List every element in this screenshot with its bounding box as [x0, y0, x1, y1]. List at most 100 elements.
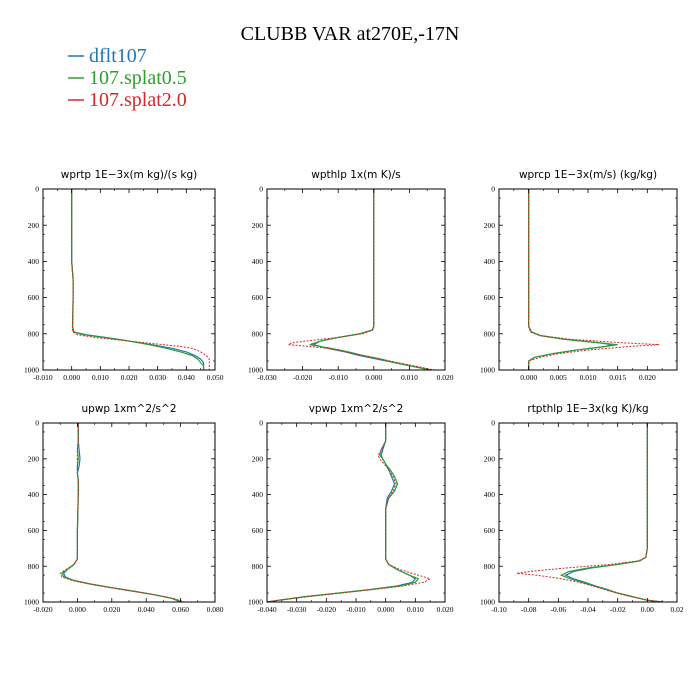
series-line-107.splat0.5: [266, 423, 420, 603]
y-tick-label: 1000: [248, 598, 263, 607]
panel-title: vpwp 1xm^2/s^2: [309, 403, 404, 415]
x-tick-label: 0.000: [69, 605, 86, 614]
y-tick-label: 800: [28, 562, 40, 571]
series-line-107.splat2.0: [528, 189, 660, 370]
plot-frame: [42, 422, 216, 603]
panels: wprtp 1E−3x(m kg)/(s kg) 0 200 400 600 800 100…: [24, 169, 684, 614]
y-tick-label: 800: [252, 562, 264, 571]
panel-2: wprcp 1E−3x(m/s) (kg/kg) 0 200 400 600 800 100…: [480, 169, 678, 382]
y-tick-label: 200: [28, 221, 40, 230]
y-tick-label: 600: [28, 526, 40, 535]
x-tick-label: 0.030: [149, 373, 166, 382]
panel-3: upwp 1xm^2/s^2 0 200 400 600 800 1000-0.020 0.0…: [24, 403, 224, 614]
series-line-107.splat0.5: [61, 423, 183, 603]
series-line-dflt107: [266, 423, 417, 603]
x-tick-label: -0.010: [346, 605, 366, 614]
series-line-dflt107: [62, 423, 181, 603]
x-tick-label: 0.080: [207, 605, 224, 614]
panel-title: wprcp 1E−3x(m/s) (kg/kg): [519, 169, 657, 181]
y-tick-label: 0: [35, 419, 39, 428]
y-tick-label: 400: [484, 490, 496, 499]
series-line-107.splat0.5: [309, 189, 431, 371]
x-tick-label: -0.010: [33, 373, 53, 382]
x-tick-label: 0.00: [641, 605, 654, 614]
legend-label-2: 107.splat2.0: [89, 89, 187, 111]
x-tick-label: 0.010: [401, 373, 418, 382]
panel-title: wpthlp 1x(m K)/s: [311, 169, 401, 181]
x-tick-label: 0.000: [377, 605, 394, 614]
y-tick-label: 400: [252, 257, 264, 266]
y-tick-label: 400: [28, 257, 40, 266]
x-tick-label: 0.020: [121, 373, 138, 382]
x-tick-label: 0.010: [407, 605, 424, 614]
series-line-107.splat2.0: [59, 423, 185, 603]
y-tick-label: 600: [28, 293, 40, 302]
x-tick-label: -0.040: [257, 605, 277, 614]
y-tick-label: 400: [252, 490, 264, 499]
x-tick-label: 0.000: [365, 373, 382, 382]
x-tick-label: -0.020: [317, 605, 337, 614]
series-line-dflt107: [311, 189, 431, 371]
series-line-107.splat2.0: [266, 423, 432, 603]
figure-title: CLUBB VAR at270E,-17N: [241, 23, 460, 45]
plot-frame: [498, 422, 678, 603]
x-tick-label: 0.005: [550, 373, 567, 382]
x-tick-label: 0.040: [178, 373, 195, 382]
panel-4: vpwp 1xm^2/s^2 0 200 400 600 800 1000-0.040 -0.…: [248, 403, 454, 614]
x-tick-label: 0.015: [609, 373, 626, 382]
legend-label-1: 107.splat0.5: [89, 67, 187, 89]
panel-title: upwp 1xm^2/s^2: [82, 403, 177, 415]
panel-title: wprtp 1E−3x(m kg)/(s kg): [61, 169, 198, 181]
series-line-107.splat0.5: [528, 189, 618, 370]
y-tick-label: 200: [252, 454, 264, 463]
plot-frame: [42, 188, 216, 371]
y-tick-label: 0: [491, 185, 495, 194]
x-tick-label: 0.010: [580, 373, 597, 382]
x-tick-label: 0.02: [670, 605, 683, 614]
x-tick-label: -0.04: [580, 605, 596, 614]
y-tick-label: 0: [35, 185, 39, 194]
y-tick-label: 600: [484, 293, 496, 302]
y-tick-label: 1000: [24, 366, 39, 375]
y-tick-label: 1000: [480, 598, 495, 607]
x-tick-label: -0.02: [610, 605, 626, 614]
x-tick-label: 0.020: [103, 605, 120, 614]
y-tick-label: 400: [484, 257, 496, 266]
x-tick-label: 0.020: [437, 605, 454, 614]
x-tick-label: 0.040: [138, 605, 155, 614]
y-tick-label: 400: [28, 490, 40, 499]
y-tick-label: 800: [484, 329, 496, 338]
y-tick-label: 600: [252, 293, 264, 302]
y-tick-label: 1000: [248, 366, 263, 375]
y-tick-label: 800: [252, 329, 264, 338]
series-line-107.splat2.0: [71, 189, 210, 370]
x-tick-label: -0.020: [293, 373, 313, 382]
y-tick-label: 200: [484, 454, 496, 463]
y-tick-label: 1000: [24, 598, 39, 607]
y-tick-label: 0: [259, 185, 263, 194]
x-tick-label: -0.06: [551, 605, 567, 614]
y-tick-label: 1000: [480, 366, 495, 375]
y-tick-label: 200: [484, 221, 496, 230]
x-tick-label: -0.10: [491, 605, 507, 614]
panel-title: rtpthlp 1E−3x(kg K)/kg: [527, 403, 648, 415]
x-tick-label: 0.060: [172, 605, 189, 614]
y-tick-label: 200: [252, 221, 264, 230]
y-tick-label: 0: [491, 419, 495, 428]
x-tick-label: 0.020: [639, 373, 656, 382]
x-tick-label: -0.010: [329, 373, 349, 382]
y-tick-label: 200: [28, 454, 40, 463]
x-tick-label: 0.050: [207, 373, 224, 382]
plot-frame: [498, 188, 678, 371]
y-tick-label: 800: [28, 329, 40, 338]
x-tick-label: -0.08: [521, 605, 537, 614]
series-line-107.splat2.0: [286, 189, 435, 371]
x-tick-label: -0.020: [33, 605, 53, 614]
panel-1: wpthlp 1x(m K)/s 0 200 400 600 800 1000-0.030 -…: [248, 169, 454, 382]
y-tick-label: 600: [252, 526, 264, 535]
x-tick-label: 0.000: [520, 373, 537, 382]
y-tick-label: 0: [259, 419, 263, 428]
panel-5: rtpthlp 1E−3x(kg K)/kg02004006008001000-…: [480, 403, 684, 614]
